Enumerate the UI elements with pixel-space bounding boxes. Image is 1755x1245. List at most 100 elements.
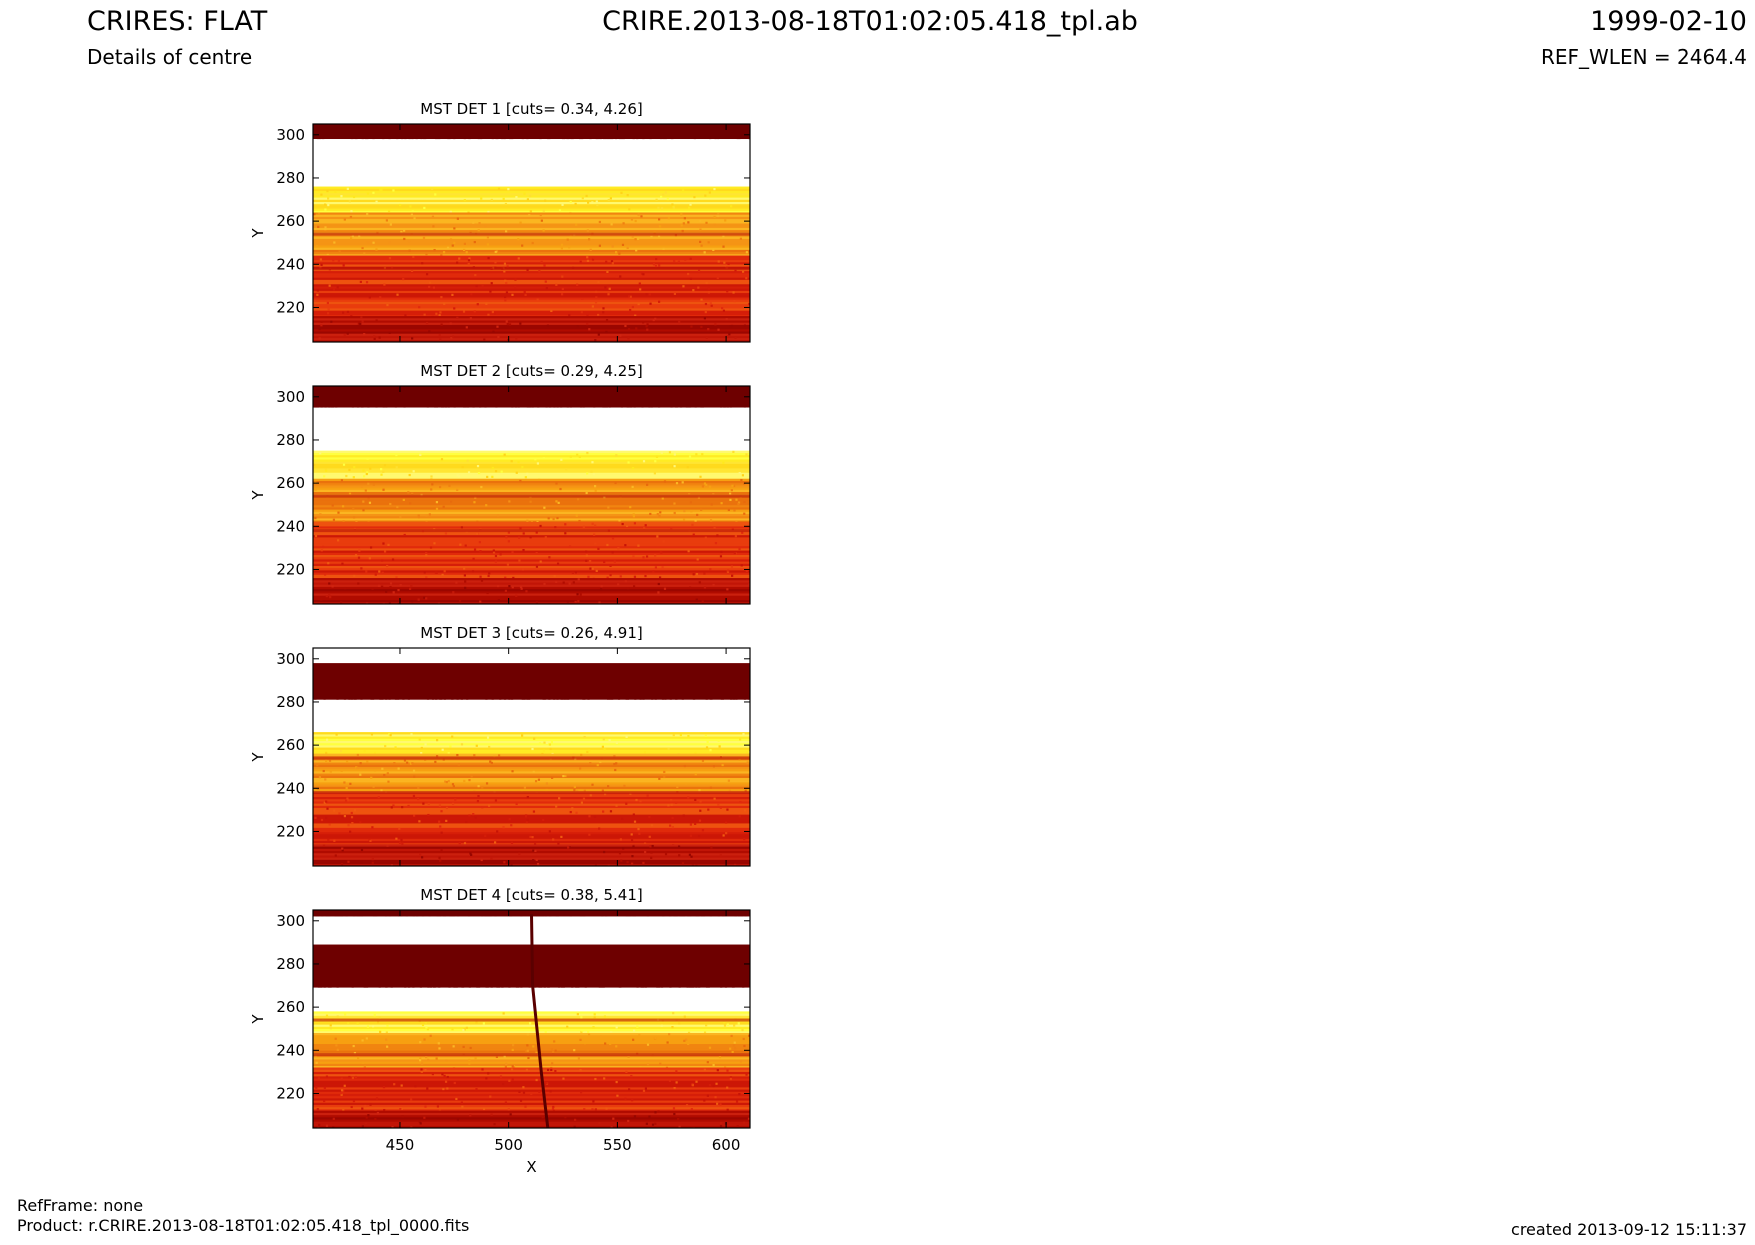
band-row xyxy=(313,1115,750,1118)
pixel xyxy=(387,543,390,547)
pixel xyxy=(618,519,621,522)
pixel xyxy=(601,745,604,748)
pixel xyxy=(461,465,464,469)
band-row xyxy=(313,537,750,540)
pixel xyxy=(326,301,329,305)
pixel xyxy=(340,769,343,772)
pixel xyxy=(449,500,453,503)
pixel xyxy=(726,1069,729,1072)
band-row xyxy=(313,853,750,856)
pixel xyxy=(371,861,374,864)
pixel xyxy=(705,281,708,285)
pixel xyxy=(360,567,363,570)
pixel xyxy=(609,574,612,577)
pixel xyxy=(456,316,459,319)
band-row xyxy=(313,565,750,569)
pixel xyxy=(320,263,323,266)
pixel xyxy=(631,485,634,488)
pixel xyxy=(364,1104,367,1108)
y-tick-label: 240 xyxy=(276,255,305,273)
pixel xyxy=(367,1114,370,1117)
pixel xyxy=(619,275,622,278)
pixel xyxy=(512,576,515,580)
pixel xyxy=(712,248,715,252)
pixel xyxy=(360,485,363,488)
pixel xyxy=(695,1080,698,1083)
pixel xyxy=(707,328,710,331)
pixel xyxy=(610,223,613,226)
pixel xyxy=(644,524,647,527)
pixel xyxy=(624,1097,627,1100)
pixel xyxy=(610,1031,613,1034)
band-row xyxy=(313,782,750,785)
pixel xyxy=(428,330,431,333)
pixel xyxy=(661,497,664,500)
pixel xyxy=(745,569,748,572)
pixel xyxy=(502,1012,505,1015)
pixel xyxy=(506,265,509,268)
pixel xyxy=(346,797,349,800)
pixel xyxy=(553,575,556,578)
pixel xyxy=(554,1070,557,1073)
pixel xyxy=(423,1116,426,1119)
y-tick-label: 220 xyxy=(276,298,305,316)
pixel xyxy=(625,1070,628,1073)
pixel xyxy=(617,547,620,550)
pixel xyxy=(434,193,437,196)
pixel xyxy=(431,483,434,486)
pixel xyxy=(687,550,690,553)
pixel xyxy=(658,264,661,267)
pixel xyxy=(642,273,645,276)
pixel xyxy=(579,1091,583,1094)
pixel xyxy=(658,218,661,221)
pixel xyxy=(414,1085,417,1088)
pixel xyxy=(687,734,690,738)
pixel xyxy=(627,1055,630,1058)
pixel xyxy=(534,458,537,461)
pixel xyxy=(384,744,387,748)
pixel xyxy=(569,810,572,814)
pixel xyxy=(552,1105,555,1109)
pixel xyxy=(580,753,583,757)
band-row xyxy=(313,507,750,510)
pixel xyxy=(437,602,441,604)
pixel xyxy=(589,559,592,563)
pixel xyxy=(470,775,473,778)
band-row xyxy=(313,262,750,265)
pixel xyxy=(340,1089,344,1092)
pixel xyxy=(496,830,499,833)
pixel xyxy=(605,260,608,263)
pixel xyxy=(361,1061,364,1064)
pixel xyxy=(402,277,405,281)
band-row xyxy=(313,563,750,567)
pixel xyxy=(602,311,605,314)
pixel xyxy=(456,1118,460,1121)
band-row xyxy=(313,552,750,556)
pixel xyxy=(701,829,705,832)
pixel xyxy=(401,1115,404,1118)
band-row xyxy=(313,518,750,521)
pixel xyxy=(609,197,612,200)
band-row xyxy=(313,333,750,337)
band-row xyxy=(313,766,750,770)
pixel xyxy=(385,219,388,222)
pixel xyxy=(707,241,710,244)
pixel xyxy=(495,250,499,253)
pixel xyxy=(664,852,668,856)
band-row xyxy=(313,186,750,189)
pixel xyxy=(637,302,640,306)
pixel xyxy=(719,854,722,857)
band-row xyxy=(313,838,750,842)
pixel xyxy=(548,556,551,559)
pixel xyxy=(615,1026,618,1029)
pixel xyxy=(504,1065,507,1068)
pixel xyxy=(372,241,375,244)
pixel xyxy=(645,325,648,328)
pixel xyxy=(462,310,466,313)
pixel xyxy=(624,324,627,328)
pixel xyxy=(447,779,450,783)
pixel xyxy=(738,815,741,818)
pixel xyxy=(522,549,525,552)
pixel xyxy=(579,767,582,770)
pixel xyxy=(507,188,510,191)
